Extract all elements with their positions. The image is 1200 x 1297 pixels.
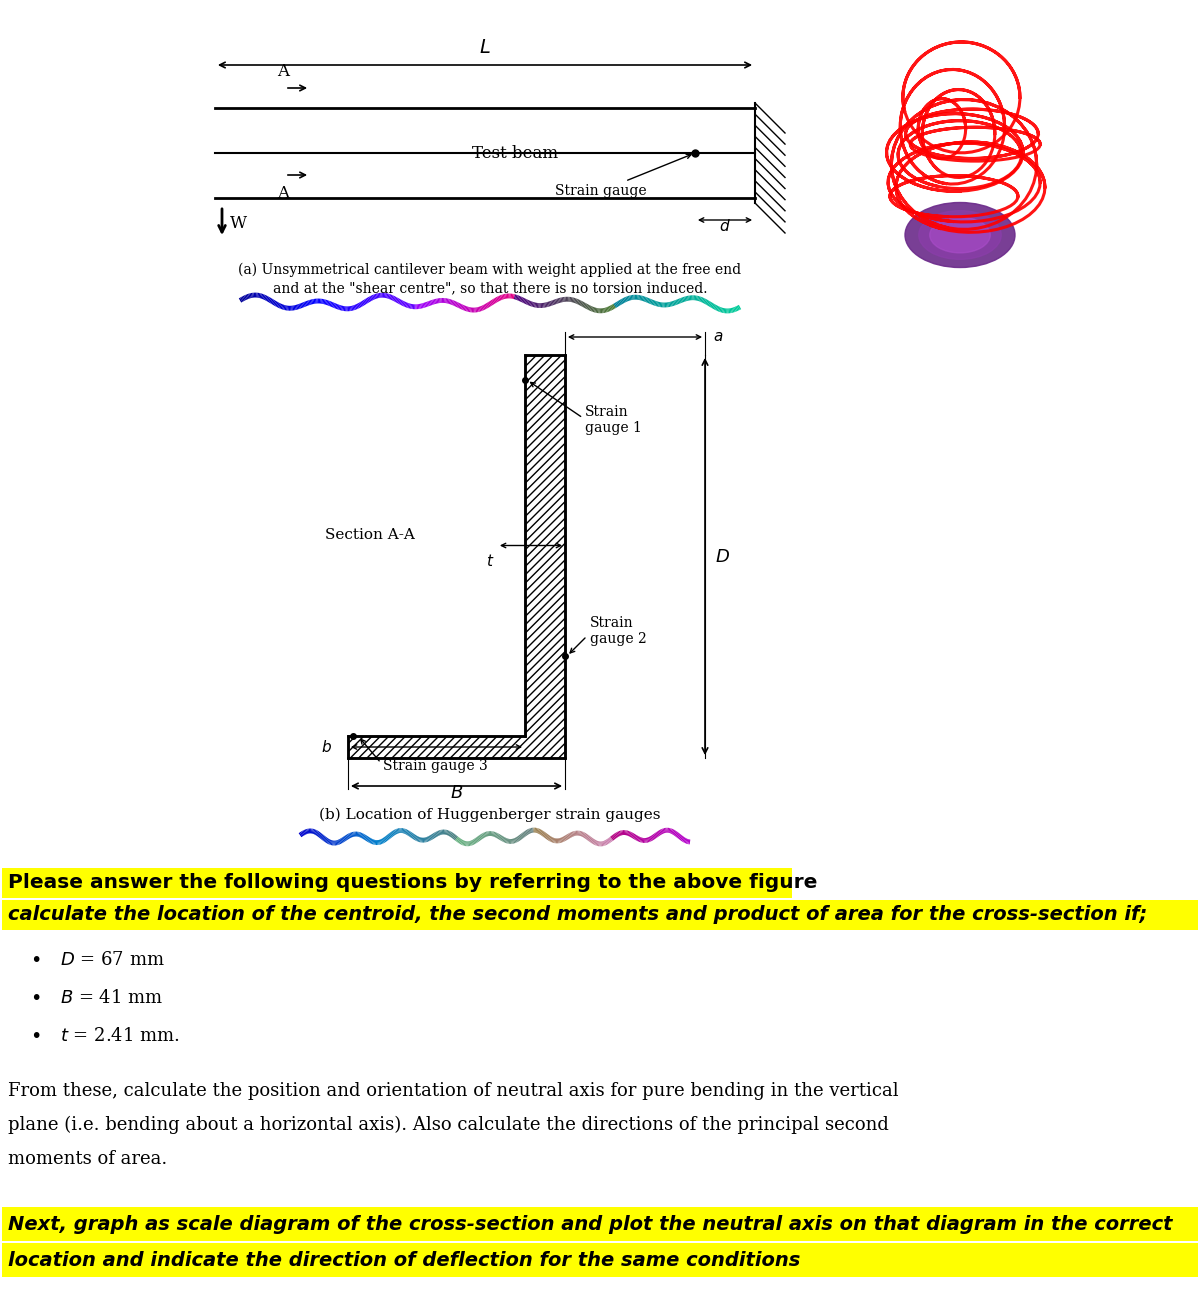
Text: $b$: $b$ xyxy=(320,739,331,755)
Text: (b) Location of Huggenberger strain gauges: (b) Location of Huggenberger strain gaug… xyxy=(319,808,661,822)
Text: •: • xyxy=(30,951,41,969)
Text: plane (i.e. bending about a horizontal axis). Also calculate the directions of t: plane (i.e. bending about a horizontal a… xyxy=(8,1115,889,1134)
Text: $B$ = 41 mm: $B$ = 41 mm xyxy=(60,990,163,1006)
Text: moments of area.: moments of area. xyxy=(8,1150,167,1169)
Text: $D$: $D$ xyxy=(715,547,730,565)
Text: Strain gauge: Strain gauge xyxy=(554,154,691,198)
Ellipse shape xyxy=(905,202,1015,267)
Text: calculate the location of the centroid, the second moments and product of area f: calculate the location of the centroid, … xyxy=(8,905,1147,925)
Text: A: A xyxy=(277,64,289,80)
Polygon shape xyxy=(348,355,565,757)
Bar xyxy=(2,900,1198,930)
Bar xyxy=(2,1208,1198,1241)
Text: Please answer the following questions by referring to the above figure: Please answer the following questions by… xyxy=(8,873,817,892)
Text: $t$: $t$ xyxy=(486,553,494,568)
Text: $L$: $L$ xyxy=(479,39,491,57)
Text: $t$ = 2.41 mm.: $t$ = 2.41 mm. xyxy=(60,1027,180,1045)
Text: From these, calculate the position and orientation of neutral axis for pure bend: From these, calculate the position and o… xyxy=(8,1082,899,1100)
Text: $B$: $B$ xyxy=(450,783,463,802)
Text: (a) Unsymmetrical cantilever beam with weight applied at the free end: (a) Unsymmetrical cantilever beam with w… xyxy=(239,263,742,278)
Text: W: W xyxy=(230,214,247,231)
Text: Strain gauge 3: Strain gauge 3 xyxy=(383,759,487,773)
Text: •: • xyxy=(30,988,41,1008)
Text: •: • xyxy=(30,1026,41,1045)
Bar xyxy=(2,868,792,898)
Ellipse shape xyxy=(919,210,1001,259)
Text: $D$ = 67 mm: $D$ = 67 mm xyxy=(60,951,164,969)
Text: $a$: $a$ xyxy=(713,329,724,344)
Text: Strain
gauge 2: Strain gauge 2 xyxy=(590,616,647,646)
Text: A: A xyxy=(277,184,289,201)
Text: Test beam: Test beam xyxy=(472,144,558,162)
Text: location and indicate the direction of deflection for the same conditions: location and indicate the direction of d… xyxy=(8,1250,800,1270)
Ellipse shape xyxy=(930,217,990,253)
Text: Section A-A: Section A-A xyxy=(325,528,415,542)
Text: Next, graph as scale diagram of the cross-section and plot the neutral axis on t: Next, graph as scale diagram of the cros… xyxy=(8,1214,1172,1233)
Text: $d$: $d$ xyxy=(719,218,731,233)
Text: Strain
gauge 1: Strain gauge 1 xyxy=(586,405,642,434)
Bar xyxy=(2,1243,1198,1278)
Text: and at the "shear centre", so that there is no torsion induced.: and at the "shear centre", so that there… xyxy=(272,281,707,294)
